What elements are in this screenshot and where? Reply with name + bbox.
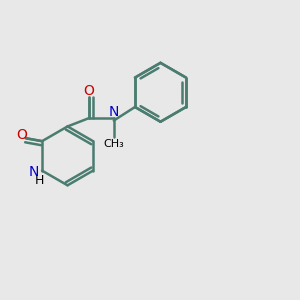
Text: CH₃: CH₃ (103, 139, 124, 149)
Text: O: O (83, 83, 94, 98)
Text: N: N (28, 165, 39, 179)
Text: H: H (34, 173, 44, 187)
Text: O: O (16, 128, 27, 142)
Text: N: N (109, 105, 119, 119)
